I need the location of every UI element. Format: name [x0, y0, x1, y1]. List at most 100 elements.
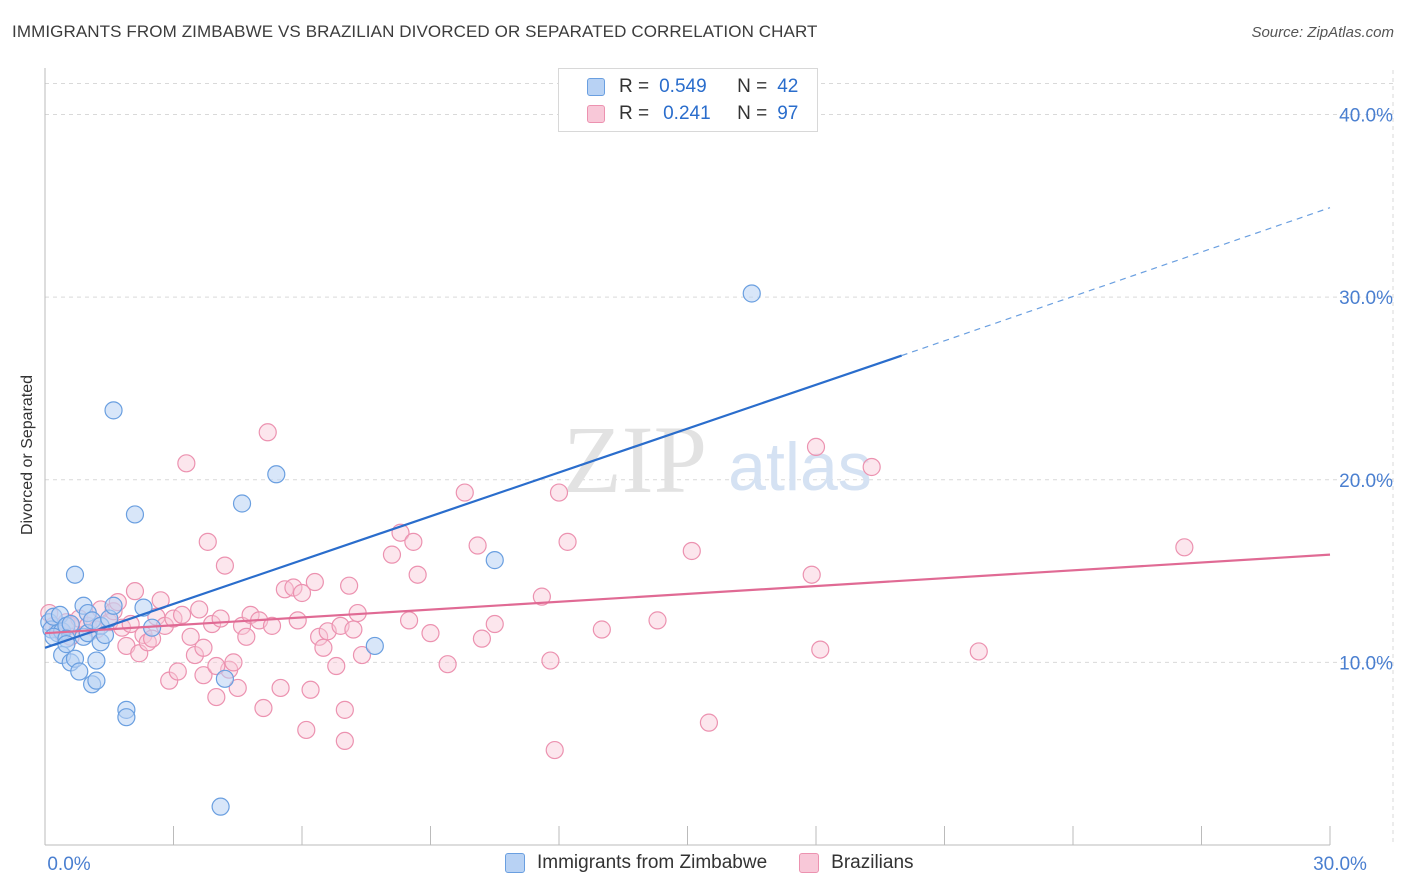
- legend-row-zimbabwe: R = 0.549 N = 42: [587, 75, 798, 99]
- data-point-brazilians: [301, 680, 320, 699]
- data-point-brazilians: [181, 627, 200, 646]
- legend-r-label: R =: [619, 103, 650, 124]
- data-point-brazilians: [344, 620, 363, 639]
- data-point-brazilians: [177, 454, 196, 473]
- x-tick-label: 30.0%: [1313, 854, 1367, 875]
- bottom-legend-swatch-blue: [505, 853, 525, 873]
- data-point-brazilians: [271, 678, 290, 698]
- data-point-brazilians: [335, 731, 354, 751]
- data-point-brazilians: [969, 642, 988, 661]
- data-point-zimbabwe: [215, 669, 234, 688]
- axis-layer: [44, 68, 1331, 846]
- data-point-brazilians: [288, 611, 307, 630]
- data-point-brazilians: [438, 655, 457, 674]
- legend-swatch-blue: [587, 78, 605, 96]
- data-point-brazilians: [215, 556, 234, 575]
- bottom-legend-swatch-pink: [799, 853, 820, 873]
- data-point-zimbabwe: [65, 565, 85, 584]
- data-point-brazilians: [408, 565, 427, 584]
- trendline-zimbabwe-extension: [901, 207, 1331, 357]
- data-point-zimbabwe: [104, 401, 123, 420]
- data-point-brazilians: [592, 620, 611, 639]
- data-point-zimbabwe: [211, 797, 230, 816]
- legend-n-label: N =: [737, 76, 768, 97]
- trendline-brazilians: [44, 553, 1331, 635]
- data-point-brazilians: [340, 576, 359, 595]
- x-tick-label: 0.0%: [47, 854, 90, 875]
- data-point-brazilians: [198, 532, 217, 551]
- data-point-brazilians: [806, 437, 826, 456]
- bottom-legend: Immigrants from Zimbabwe Brazilians: [505, 852, 914, 874]
- legend-box: R = 0.549 N = 42 R = 0.241 N = 97: [558, 68, 818, 132]
- data-point-brazilians: [194, 666, 213, 685]
- legend-n-value: 97: [777, 103, 799, 124]
- data-point-brazilians: [399, 611, 419, 630]
- data-point-brazilians: [421, 624, 440, 643]
- legend-r-value: 0.549: [659, 76, 707, 97]
- grid-layer: [45, 70, 1395, 845]
- legend-r-label: R =: [619, 76, 650, 97]
- watermark-atlas: atlas: [728, 429, 872, 505]
- data-point-brazilians: [211, 609, 230, 628]
- data-point-brazilians: [699, 713, 719, 732]
- source-label: Source: ZipAtlas.com: [1251, 24, 1394, 41]
- data-point-zimbabwe: [742, 284, 761, 303]
- data-point-zimbabwe: [87, 671, 106, 690]
- chart-title: IMMIGRANTS FROM ZIMBABWE VS BRAZILIAN DI…: [12, 22, 818, 41]
- data-point-brazilians: [254, 698, 273, 718]
- data-point-brazilians: [327, 656, 346, 676]
- watermark-zip: ZIP: [563, 406, 707, 513]
- data-point-brazilians: [472, 629, 491, 648]
- data-point-brazilians: [258, 423, 277, 442]
- legend-r-value: 0.241: [663, 103, 711, 124]
- bottom-legend-zimbabwe: Immigrants from Zimbabwe: [537, 852, 768, 873]
- watermark: ZIP atlas: [563, 406, 872, 513]
- data-point-brazilians: [485, 614, 504, 634]
- series-brazilians: [40, 423, 1194, 760]
- tick-labels: 10.0% 20.0% 30.0% 40.0% 0.0% 30.0%: [47, 106, 1393, 875]
- data-point-brazilians: [549, 483, 569, 502]
- data-point-brazilians: [862, 457, 881, 477]
- data-point-brazilians: [172, 605, 192, 625]
- data-point-zimbabwe: [365, 636, 384, 656]
- data-point-brazilians: [228, 678, 247, 698]
- data-point-brazilians: [125, 582, 145, 601]
- data-point-zimbabwe: [70, 662, 89, 681]
- data-point-brazilians: [541, 651, 560, 670]
- data-point-brazilians: [468, 536, 487, 555]
- data-point-brazilians: [194, 638, 213, 657]
- data-point-brazilians: [682, 541, 701, 561]
- data-point-brazilians: [224, 653, 243, 672]
- trendline-zimbabwe: [44, 354, 903, 649]
- data-point-brazilians: [314, 638, 333, 657]
- data-point-brazilians: [404, 532, 423, 551]
- data-point-zimbabwe: [117, 708, 136, 727]
- data-point-brazilians: [352, 645, 372, 665]
- data-point-brazilians: [305, 572, 324, 592]
- data-point-zimbabwe: [485, 551, 504, 570]
- series-zimbabwe: [40, 284, 761, 816]
- legend-row-brazilians: R = 0.241 N = 97: [587, 102, 798, 126]
- data-point-brazilians: [292, 583, 312, 603]
- data-point-brazilians: [532, 587, 551, 606]
- data-point-brazilians: [207, 656, 226, 676]
- data-point-brazilians: [545, 740, 564, 760]
- legend-swatch-pink: [587, 105, 605, 123]
- data-point-zimbabwe: [104, 596, 123, 615]
- data-point-brazilians: [335, 700, 354, 719]
- data-point-brazilians: [811, 640, 830, 659]
- data-point-zimbabwe: [232, 494, 252, 513]
- data-point-brazilians: [558, 532, 577, 551]
- y-tick-label: 30.0%: [1339, 288, 1393, 309]
- trendlines: [44, 207, 1331, 649]
- legend-n-value: 42: [777, 76, 799, 97]
- data-point-brazilians: [262, 616, 282, 635]
- data-point-brazilians: [802, 565, 821, 584]
- y-axis-label: Divorced or Separated: [19, 374, 36, 536]
- data-point-brazilians: [1175, 538, 1194, 557]
- data-point-brazilians: [168, 662, 187, 681]
- y-tick-label: 40.0%: [1339, 106, 1393, 127]
- data-point-brazilians: [207, 687, 226, 707]
- data-point-brazilians: [455, 483, 474, 502]
